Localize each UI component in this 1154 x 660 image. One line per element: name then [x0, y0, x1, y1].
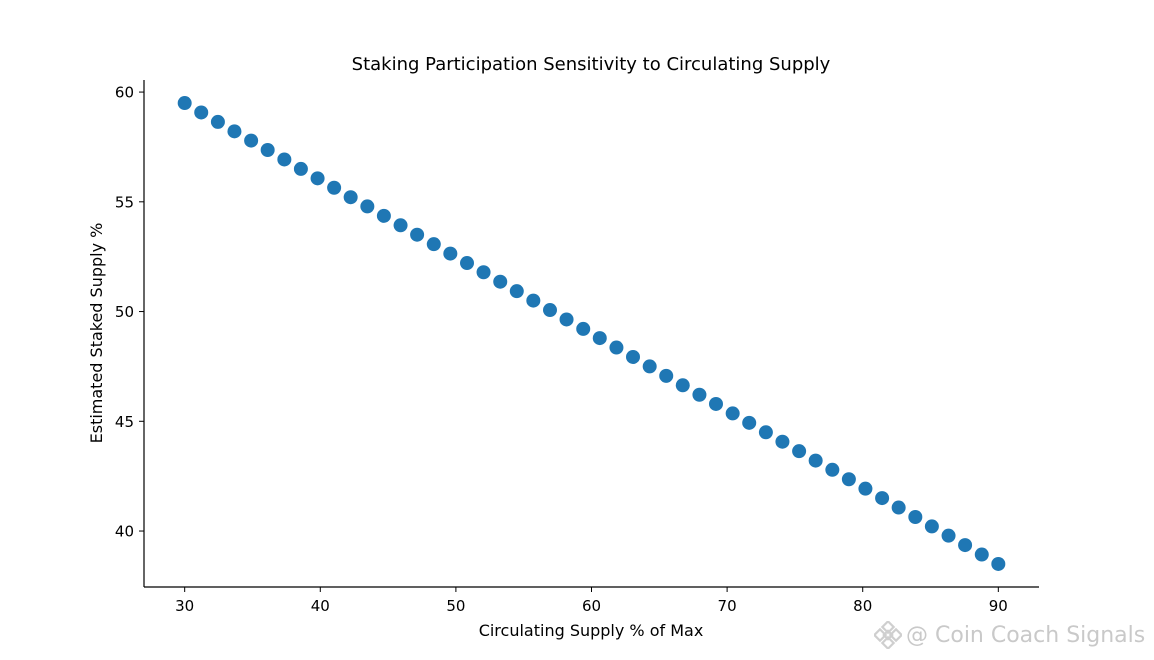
chart-title: Staking Participation Sensitivity to Cir… [352, 54, 831, 75]
data-point [393, 218, 408, 233]
data-point [725, 406, 740, 421]
data-point [991, 556, 1006, 571]
data-point [908, 509, 923, 524]
y-tick-label: 55 [115, 193, 134, 211]
x-tick-label: 90 [989, 597, 1008, 615]
data-point [941, 528, 956, 543]
data-point [792, 444, 807, 459]
data-point [958, 538, 973, 553]
data-point [310, 171, 325, 186]
data-points [177, 96, 1006, 571]
x-axis-label: Circulating Supply % of Max [479, 621, 704, 640]
data-point [194, 105, 209, 120]
data-point [808, 453, 823, 468]
data-point [376, 208, 391, 223]
y-axis-ticks: 40 45 50 55 60 [115, 84, 144, 541]
data-point [891, 500, 906, 515]
data-point [626, 349, 640, 364]
data-point [576, 321, 591, 336]
data-point [509, 284, 524, 299]
data-point [659, 368, 674, 383]
data-point [758, 425, 773, 440]
data-point [360, 199, 375, 214]
x-tick-label: 80 [853, 597, 872, 615]
data-point [177, 96, 192, 111]
data-point [775, 434, 790, 449]
x-tick-label: 30 [175, 597, 194, 615]
x-tick-label: 40 [311, 597, 330, 615]
data-point [708, 396, 723, 411]
data-point [692, 387, 707, 402]
data-point [277, 152, 292, 167]
watermark-text: @ Coin Coach Signals [906, 622, 1146, 648]
data-point [592, 331, 607, 346]
data-point [642, 359, 657, 374]
data-point [426, 237, 441, 252]
data-point [343, 190, 358, 205]
x-tick-label: 60 [582, 597, 601, 615]
data-point [244, 133, 259, 148]
x-tick-label: 50 [446, 597, 465, 615]
data-point [543, 303, 557, 318]
data-point [825, 462, 840, 477]
x-axis-ticks: 30 40 50 60 70 80 90 [175, 587, 1008, 615]
data-point [460, 256, 475, 271]
data-point [293, 161, 308, 176]
data-point [559, 312, 574, 327]
data-point [493, 274, 508, 289]
data-point [742, 415, 757, 430]
data-point [609, 340, 624, 355]
data-point [476, 265, 491, 280]
y-tick-label: 40 [115, 523, 134, 541]
data-point [260, 143, 275, 158]
data-point [924, 519, 939, 534]
data-point [526, 293, 541, 308]
y-tick-label: 45 [115, 413, 134, 431]
data-point [858, 481, 873, 496]
y-tick-label: 60 [115, 84, 134, 102]
y-axis-label: Estimated Staked Supply % [87, 223, 106, 444]
data-point [675, 378, 690, 393]
data-point [210, 114, 225, 129]
data-point [410, 227, 425, 242]
x-tick-label: 70 [718, 597, 737, 615]
data-point [443, 246, 458, 261]
data-point [327, 180, 342, 195]
data-point [974, 547, 989, 562]
data-point [227, 124, 242, 139]
y-tick-label: 50 [115, 303, 134, 321]
watermark: @ Coin Coach Signals [874, 618, 1145, 652]
data-point [841, 472, 856, 487]
binance-diamond-icon [874, 621, 902, 649]
data-point [875, 491, 890, 506]
